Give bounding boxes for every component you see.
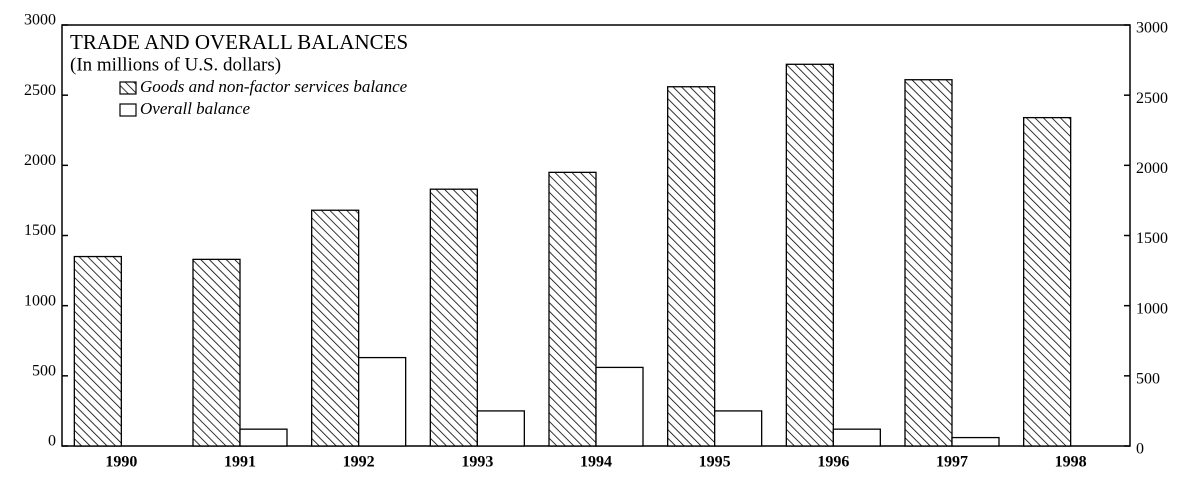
y-tick-label: 2500 (24, 82, 56, 99)
legend-swatch (119, 81, 137, 95)
bar (239, 428, 288, 447)
bar (358, 356, 407, 447)
x-tick-label: 1998 (1055, 454, 1087, 471)
chart-title: TRADE AND OVERALL BALANCES (70, 30, 408, 54)
x-tick-label: 1994 (580, 454, 612, 471)
x-tick-label: 1992 (343, 454, 375, 471)
y-tick-label: 3000 (24, 12, 56, 29)
bar (192, 258, 241, 447)
bar (951, 436, 1000, 447)
bar (667, 86, 716, 447)
bar (73, 255, 122, 447)
y-tick-label: 2000 (24, 152, 56, 169)
x-tick-label: 1995 (699, 454, 731, 471)
x-tick-label: 1996 (817, 454, 849, 471)
y-tick-label: 1500 (24, 222, 56, 239)
y-tick-label: 1000 (24, 292, 56, 309)
y2-tick-label: 1000 (1136, 300, 1168, 317)
chart-subtitle: (In millions of U.S. dollars) (70, 54, 281, 75)
y2-tick-label: 3000 (1136, 20, 1168, 37)
legend-label: Goods and non-factor services balance (140, 77, 408, 96)
bar (429, 188, 478, 447)
bar (714, 410, 763, 447)
bar (311, 209, 360, 447)
bar (595, 366, 644, 447)
y2-tick-label: 2000 (1136, 160, 1168, 177)
x-tick-label: 1997 (936, 454, 968, 471)
y2-tick-label: 0 (1136, 441, 1144, 458)
bar (785, 63, 834, 447)
x-tick-label: 1991 (224, 454, 256, 471)
y2-tick-label: 2500 (1136, 90, 1168, 107)
bar (476, 410, 525, 447)
y-tick-label: 500 (32, 363, 56, 380)
legend-label: Overall balance (140, 99, 250, 118)
bar (548, 171, 597, 447)
bar (1023, 116, 1072, 447)
y-tick-label: 0 (48, 433, 56, 450)
bar (832, 428, 881, 447)
bar (904, 79, 953, 447)
y2-tick-label: 1500 (1136, 230, 1168, 247)
y2-tick-label: 500 (1136, 371, 1160, 388)
legend-swatch (119, 103, 137, 117)
x-tick-label: 1993 (461, 454, 493, 471)
x-tick-label: 1990 (105, 454, 137, 471)
